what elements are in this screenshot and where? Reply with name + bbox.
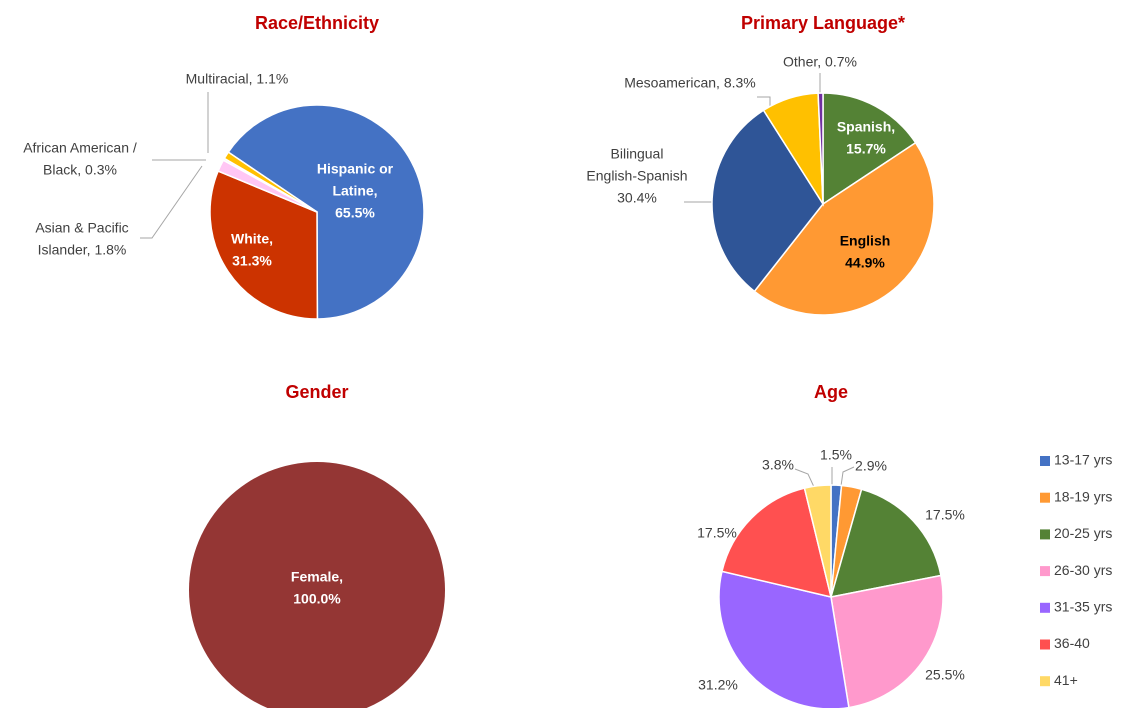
data-label: Hispanic or [317,161,394,177]
pie-slice [830,574,944,708]
chart-title: Race/Ethnicity [255,13,379,33]
data-label: 17.5% [925,507,965,523]
data-label: 44.9% [845,255,885,271]
data-label: 17.5% [697,525,737,541]
legend-swatch [1040,602,1050,613]
data-label: Asian & Pacific [35,220,128,236]
data-label: Female, [291,569,343,585]
data-label: Islander, 1.8% [38,242,127,258]
legend-label: 20-25 yrs [1054,525,1112,541]
data-label: Spanish, [837,119,895,135]
pie-slice [721,487,833,599]
data-label: 31.3% [232,253,272,269]
legend-swatch [1040,492,1050,503]
legend-swatch [1040,529,1050,540]
data-label: 2.9% [855,458,887,474]
data-label: African American / [23,140,137,156]
pie-slice [209,170,319,320]
legend-swatch [1040,639,1050,650]
pie-slice [223,151,318,213]
data-label: English-Spanish [586,168,687,184]
pie-slice [718,570,850,708]
legend-label: 31-35 yrs [1054,599,1112,615]
legend-label: 26-30 yrs [1054,562,1112,578]
data-label: Latine, [332,183,377,199]
data-label: 31.2% [698,677,738,693]
pie-slice [753,141,935,316]
data-label: White, [231,231,273,247]
data-label: 3.8% [762,457,794,473]
data-label: Other, 0.7% [783,54,857,70]
data-label: 15.7% [846,141,886,157]
data-label: Mesoamerican, 8.3% [624,75,756,91]
data-label: 1.5% [820,447,852,463]
leader-line [794,468,815,488]
legend-label: 36-40 [1054,635,1090,651]
leader-line [840,466,855,487]
leader-lines [140,73,855,488]
pie-slice [822,92,917,206]
pie-slice [227,104,425,320]
data-label: English [840,233,891,249]
data-label: 30.4% [617,190,657,206]
chart-title: Gender [285,382,348,402]
data-label: Multiracial, 1.1% [186,71,289,87]
chart-title: Age [814,382,848,402]
data-label: 25.5% [925,667,965,683]
legend-swatch [1040,676,1050,687]
pie-slice [189,462,445,708]
data-label: Bilingual [611,146,664,162]
legend-label: 18-19 yrs [1054,488,1112,504]
pie-slice [829,488,942,598]
data-label: 100.0% [293,591,341,607]
pie-slice [711,109,824,293]
pie-slice [803,484,832,598]
data-label: Black, 0.3% [43,162,117,178]
legend-label: 41+ [1054,672,1078,688]
legend-swatch [1040,566,1050,577]
leader-line [140,165,203,239]
legend-swatch [1040,456,1050,466]
pie-slice [817,92,824,205]
data-label: 65.5% [335,205,375,221]
chart-title: Primary Language* [741,13,905,33]
legend-label: 13-17 yrs [1054,452,1112,468]
